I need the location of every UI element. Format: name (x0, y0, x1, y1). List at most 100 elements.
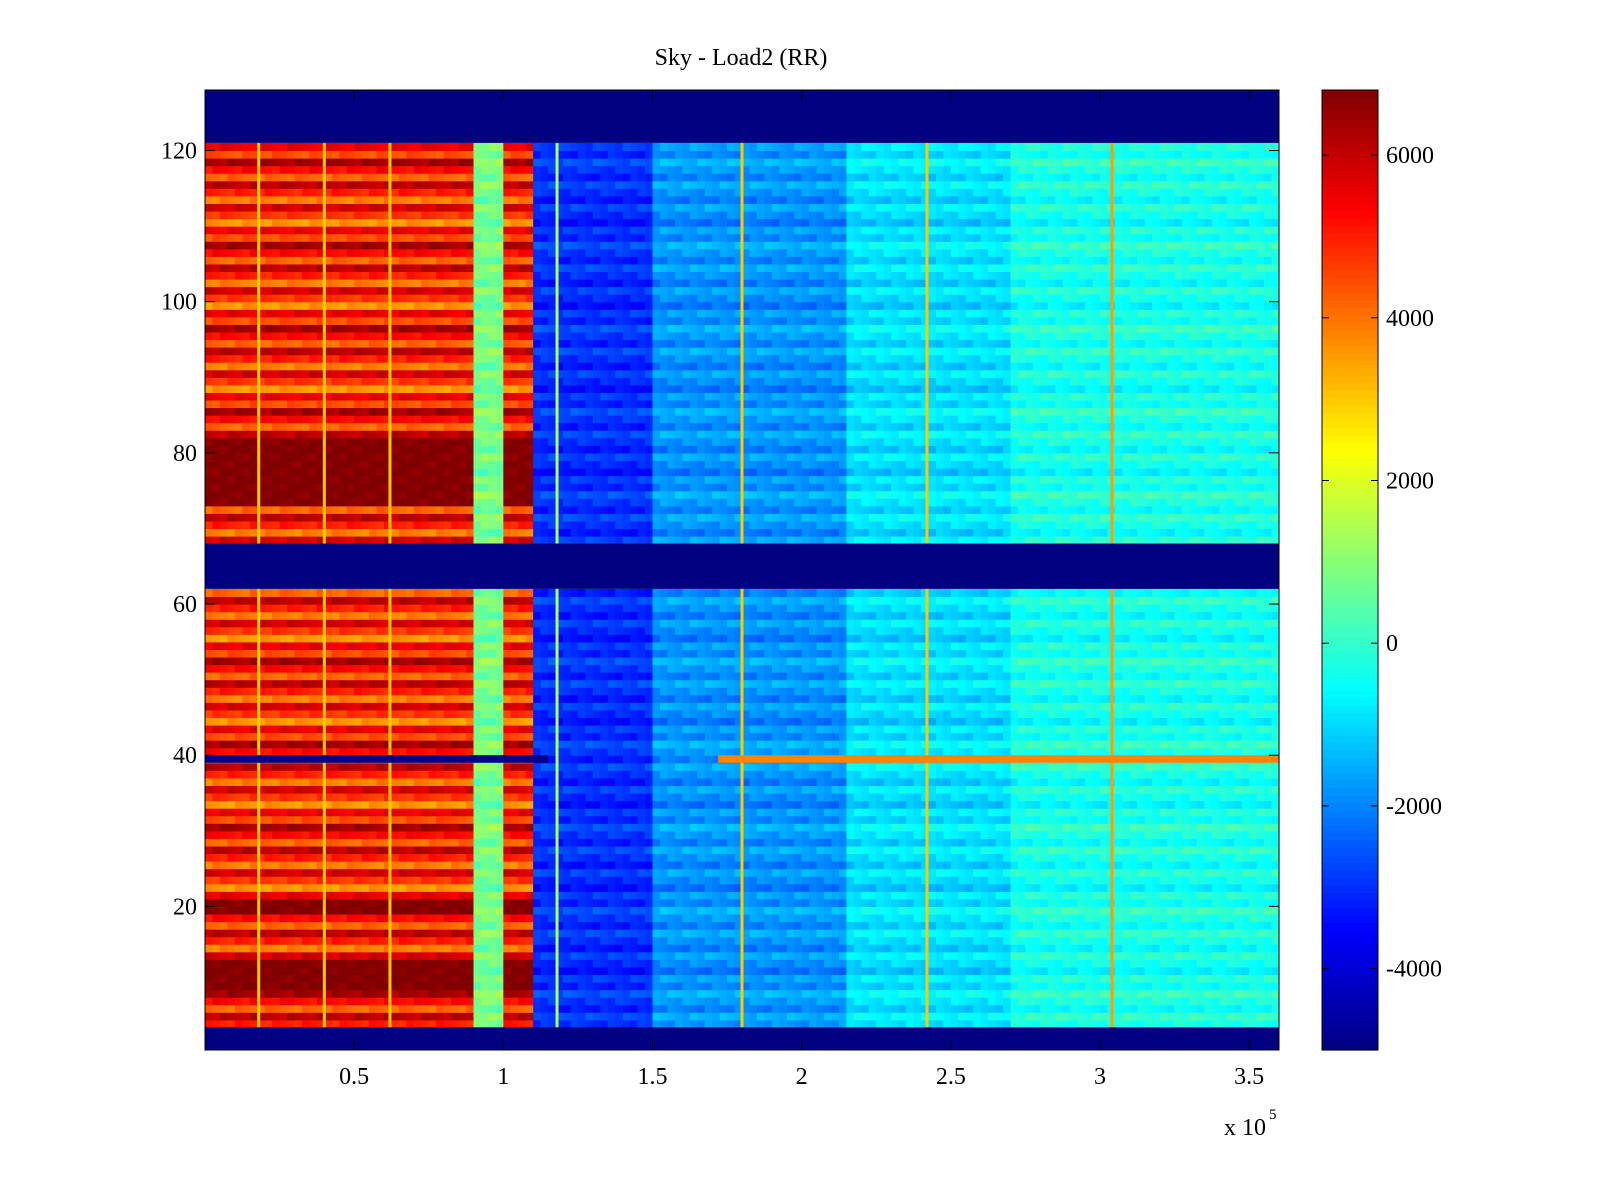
heatmap-cell (242, 944, 251, 953)
heatmap-cell (451, 800, 460, 809)
heatmap-cell (451, 845, 460, 855)
heatmap-cell (704, 981, 713, 991)
heatmap-cell (1234, 868, 1243, 877)
heatmap-cell (1219, 944, 1228, 953)
heatmap-cell (1241, 1019, 1250, 1028)
heatmap-cell (451, 989, 460, 998)
heatmap-cell (1062, 876, 1071, 885)
heatmap-cell (242, 785, 251, 794)
heatmap-cell (257, 891, 266, 900)
heatmap-cell (1062, 883, 1071, 892)
heatmap-cell (570, 883, 579, 892)
heatmap-cell (1092, 845, 1101, 855)
heatmap-cell (1032, 792, 1041, 802)
heatmap-cell (764, 997, 773, 1006)
heatmap-cell (771, 981, 780, 991)
heatmap-cell (607, 868, 616, 877)
heatmap-cell (1114, 785, 1123, 794)
heatmap-cell (339, 868, 348, 877)
heatmap-cell (921, 929, 930, 938)
heatmap-cell (652, 876, 661, 885)
heatmap-cell (585, 815, 594, 824)
heatmap-cell (331, 830, 340, 839)
heatmap-cell (1167, 936, 1176, 945)
heatmap-cell (1182, 830, 1191, 839)
heatmap-cell (346, 868, 355, 877)
heatmap-cell (257, 838, 266, 847)
heatmap-cell (1264, 891, 1273, 900)
heatmap-cell (1003, 913, 1012, 923)
heatmap-cell (443, 1004, 452, 1013)
heatmap-cell (1040, 853, 1049, 862)
heatmap-cell (1040, 944, 1049, 953)
heatmap-cell (1032, 959, 1041, 968)
heatmap-cell (533, 815, 542, 824)
heatmap-cell (824, 1004, 833, 1013)
heatmap-cell (794, 959, 803, 968)
heatmap-cell (891, 997, 900, 1006)
heatmap-cell (1204, 876, 1213, 885)
heatmap-cell (704, 997, 713, 1006)
heatmap-cell (764, 944, 773, 953)
heatmap-cell (816, 981, 825, 991)
heatmap-cell (1003, 845, 1012, 855)
heatmap-cell (458, 808, 467, 817)
heatmap-cell (667, 785, 676, 794)
heatmap-cell (1100, 792, 1109, 802)
heatmap-cell (1114, 853, 1123, 862)
heatmap-cell (794, 997, 803, 1006)
heatmap-cell (600, 868, 609, 877)
heatmap-cell (1271, 823, 1280, 832)
heatmap-cell (1077, 891, 1086, 900)
heatmap-cell (876, 944, 885, 953)
heatmap-cell (704, 777, 713, 787)
heatmap-cell (555, 891, 564, 900)
heatmap-cell (831, 997, 840, 1006)
heatmap-cell (727, 792, 736, 802)
heatmap-cell (279, 1019, 288, 1028)
heatmap-cell (540, 944, 549, 953)
heatmap-cell (1100, 997, 1109, 1006)
heatmap-cell (764, 921, 773, 930)
heatmap-cell (1144, 815, 1153, 824)
heatmap-cell (205, 1019, 214, 1028)
heatmap-cell (779, 891, 788, 900)
heatmap-cell (935, 921, 944, 930)
heatmap-cell (1077, 845, 1086, 855)
heatmap-cell (689, 808, 698, 817)
heatmap-cell (861, 951, 870, 960)
heatmap-cell (413, 861, 422, 870)
heatmap-cell (1219, 981, 1228, 991)
heatmap-cell (809, 1019, 818, 1028)
heatmap-cell (212, 770, 221, 779)
heatmap-cell (1182, 785, 1191, 794)
heatmap-cell (1070, 1004, 1079, 1013)
heatmap-cell (697, 762, 706, 771)
heatmap-cell (428, 997, 437, 1006)
heatmap-cell (689, 1012, 698, 1021)
heatmap-cell (801, 815, 810, 824)
heatmap-cell (555, 989, 564, 998)
heatmap-cell (1003, 815, 1012, 824)
heatmap-cell (742, 929, 751, 938)
heatmap-cell (1182, 906, 1191, 915)
heatmap-cell (868, 845, 877, 855)
heatmap-cell (838, 1019, 848, 1028)
heatmap-cell (1114, 906, 1123, 915)
heatmap-cell (518, 876, 527, 885)
heatmap-cell (592, 845, 601, 855)
heatmap-cell (398, 891, 407, 900)
heatmap-cell (234, 762, 243, 771)
heatmap-cell (563, 777, 572, 787)
heatmap-cell (272, 891, 281, 900)
heatmap-cell (473, 800, 482, 809)
heatmap-cell (294, 830, 303, 839)
heatmap-cell (242, 762, 251, 771)
heatmap-cell (1032, 770, 1041, 779)
heatmap-cell (331, 1004, 340, 1013)
heatmap-cell (659, 898, 669, 907)
heatmap-cell (473, 853, 482, 862)
heatmap-cell (1114, 929, 1123, 938)
heatmap-cell (369, 777, 378, 787)
heatmap-cell (451, 868, 460, 877)
